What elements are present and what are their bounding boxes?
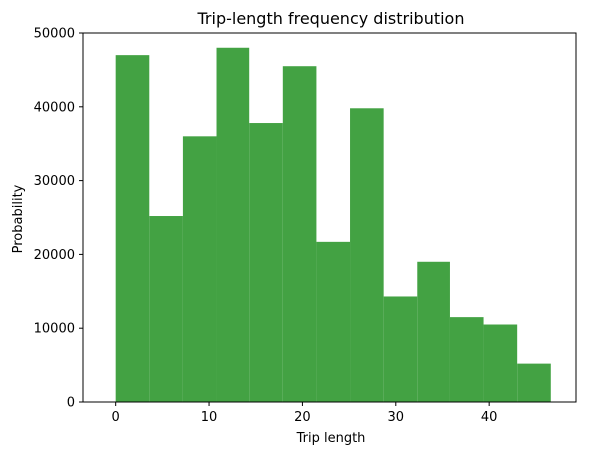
histogram-bar-13 [517,363,551,402]
y-axis-ticks: 0 10000 20000 30000 40000 50000 [34,27,83,411]
histogram-bar-8 [350,108,384,402]
x-tick-label: 20 [294,410,311,425]
y-tick-label: 0 [67,396,75,411]
x-tick-label: 30 [388,410,405,425]
histogram-bar-7 [316,241,351,402]
histogram-bar-4 [216,47,250,402]
histogram-bar-2 [149,216,183,402]
x-tick-label: 40 [481,410,498,425]
y-tick-label: 50000 [34,27,75,42]
bars-group [115,47,551,403]
y-axis-label: Probability [11,184,26,253]
histogram-bar-6 [282,66,317,403]
x-tick-label: 0 [112,410,120,425]
histogram-bar-12 [483,324,518,402]
x-tick-label: 10 [201,410,218,425]
histogram-bar-5 [249,123,283,402]
x-axis-label: Trip length [296,431,366,446]
histogram-bar-3 [182,136,217,402]
x-axis-ticks: 0 10 20 30 40 [112,402,498,425]
y-tick-label: 30000 [34,174,75,189]
histogram-bar-10 [417,261,450,402]
histogram-bar-1 [115,55,150,402]
histogram-bar-11 [449,317,484,402]
y-tick-label: 20000 [34,248,75,263]
y-tick-label: 10000 [34,322,75,337]
plot-frame [82,32,577,403]
chart-title: Trip-length frequency distribution [197,9,465,28]
histogram-bar-9 [383,296,418,402]
y-tick-label: 40000 [34,100,75,115]
